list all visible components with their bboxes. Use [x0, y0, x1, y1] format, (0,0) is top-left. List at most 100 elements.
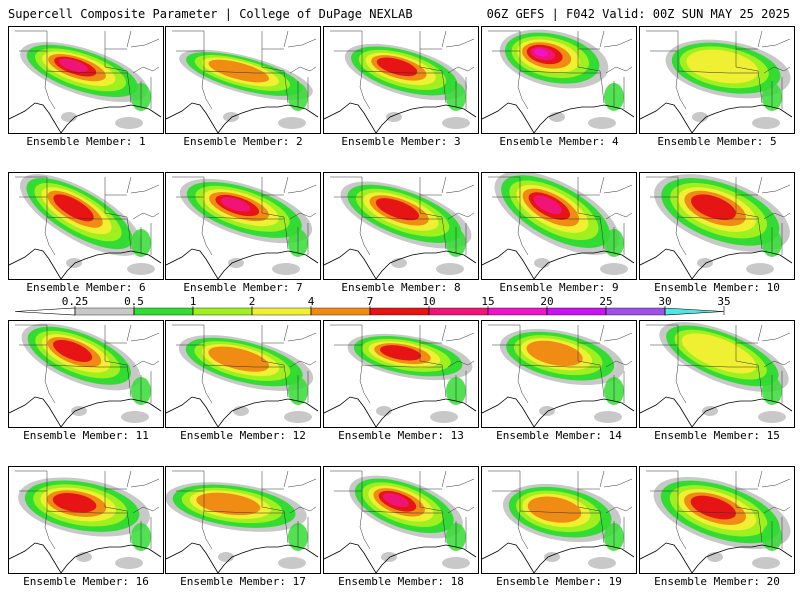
state-border	[132, 212, 160, 220]
state-border	[132, 506, 160, 514]
state-border	[650, 488, 758, 492]
state-border	[140, 371, 152, 403]
state-border	[334, 488, 442, 492]
low-scp-area	[544, 552, 560, 562]
ensemble-panel	[8, 172, 164, 280]
state-border	[675, 216, 687, 256]
state-border	[455, 517, 467, 549]
state-border	[613, 371, 625, 403]
state-border	[419, 325, 447, 398]
state-border	[104, 31, 132, 104]
state-border	[44, 510, 56, 550]
scp-map	[640, 30, 793, 133]
colorbar-tick-label: 25	[599, 296, 612, 308]
scp-map	[9, 30, 162, 133]
scp-contour-group	[526, 340, 583, 367]
state-border	[132, 66, 160, 74]
coastline	[482, 248, 635, 279]
ensemble-member-label: Ensemble Member: 12	[180, 429, 306, 442]
state-border	[675, 70, 687, 110]
ensemble-panel	[165, 466, 321, 574]
state-border	[297, 371, 309, 403]
ensemble-member-label: Ensemble Member: 15	[654, 429, 780, 442]
state-border	[44, 364, 56, 404]
ensemble-member-label: Ensemble Member: 17	[180, 575, 306, 588]
state-border	[599, 176, 633, 194]
ensemble-panel	[165, 26, 321, 134]
scp-map	[482, 324, 635, 427]
state-border	[261, 471, 289, 544]
coastline	[640, 248, 793, 279]
scp-contour-group	[53, 339, 93, 362]
low-scp-area	[588, 117, 616, 129]
ensemble-member-label: Ensemble Member: 3	[341, 135, 461, 148]
state-border	[605, 212, 633, 220]
coastline	[166, 248, 319, 279]
state-border	[650, 342, 758, 346]
state-border	[577, 325, 605, 398]
colorbar-segment	[664, 307, 725, 316]
state-border	[289, 506, 317, 514]
low-scp-area	[381, 552, 397, 562]
state-border	[441, 324, 475, 342]
scp-contour-group	[376, 57, 418, 77]
state-border	[441, 176, 475, 194]
state-border	[735, 177, 763, 250]
low-scp-area	[76, 552, 92, 562]
low-scp-area	[600, 263, 628, 275]
state-border	[359, 70, 371, 110]
scp-contour	[379, 345, 422, 361]
state-border	[283, 470, 317, 488]
coastline	[9, 248, 162, 279]
low-scp-area	[752, 557, 780, 569]
scp-contour-group	[681, 333, 757, 374]
ensemble-member-label: Ensemble Member: 18	[338, 575, 464, 588]
state-border	[517, 70, 529, 110]
scp-map	[166, 176, 319, 279]
low-scp-area	[228, 258, 244, 268]
colorbar: 0.25 0.5 1 2 4 7 10 15 20 25 30 35	[0, 296, 800, 318]
state-border	[605, 506, 633, 514]
ensemble-member-label: Ensemble Member: 4	[499, 135, 619, 148]
ensemble-member-label: Ensemble Member: 10	[654, 281, 780, 294]
state-border	[283, 324, 317, 342]
state-border	[492, 48, 600, 52]
ensemble-member-label: Ensemble Member: 13	[338, 429, 464, 442]
state-border	[455, 223, 467, 255]
scp-map	[640, 322, 793, 427]
low-scp-area	[746, 263, 774, 275]
colorbar-tick-label: 10	[422, 296, 435, 308]
low-scp-area	[71, 406, 87, 416]
scp-contour-group	[59, 58, 88, 73]
state-border	[176, 488, 284, 492]
state-border	[650, 48, 758, 52]
scp-map	[166, 324, 319, 427]
state-border	[613, 77, 625, 109]
state-border	[447, 212, 475, 220]
low-scp-area	[66, 258, 82, 268]
state-border	[763, 66, 791, 74]
scp-contour-group	[208, 346, 270, 372]
header: Supercell Composite Parameter | College …	[0, 0, 800, 24]
scp-contour	[208, 346, 270, 372]
colorbar-segment	[74, 307, 135, 316]
state-border	[605, 360, 633, 368]
low-scp-area	[233, 406, 249, 416]
state-border	[419, 31, 447, 104]
state-border	[19, 194, 127, 198]
state-border	[261, 325, 289, 398]
state-border	[771, 371, 783, 403]
low-scp-area	[386, 112, 402, 122]
state-border	[176, 194, 284, 198]
state-border	[577, 471, 605, 544]
scp-contour	[527, 496, 582, 523]
state-border	[447, 66, 475, 74]
ensemble-member-label: Ensemble Member: 14	[496, 429, 622, 442]
state-border	[517, 216, 529, 256]
state-border	[771, 223, 783, 255]
ensemble-panel	[8, 320, 164, 428]
scp-contour	[53, 339, 93, 362]
state-border	[132, 360, 160, 368]
scp-map	[482, 470, 635, 573]
state-border	[419, 471, 447, 544]
